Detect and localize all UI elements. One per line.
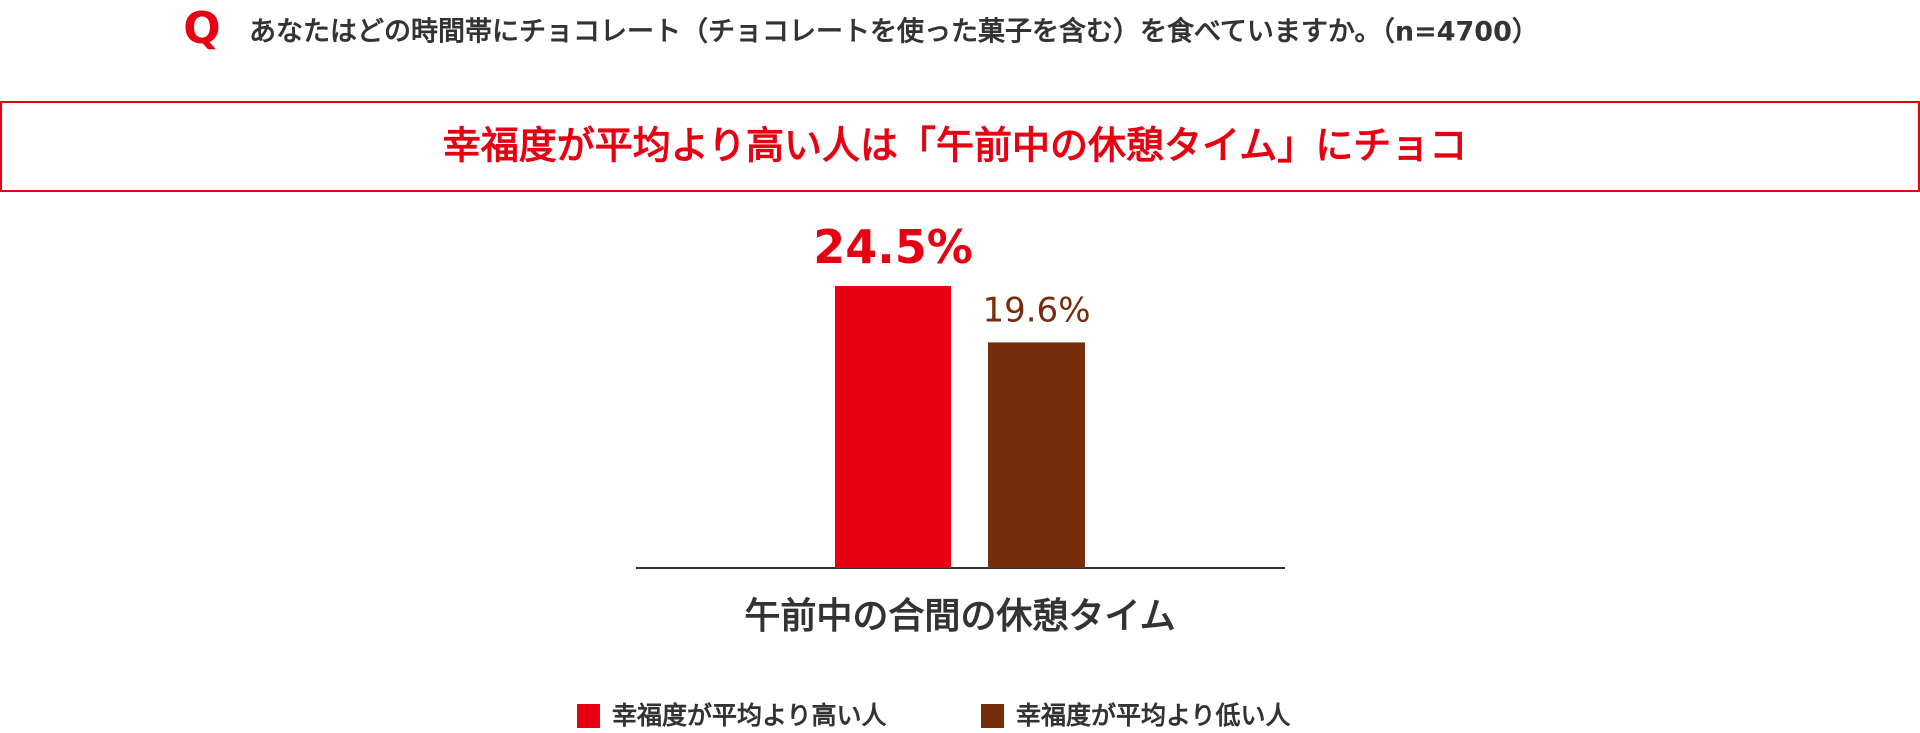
headline-box: [0, 101, 1920, 192]
legend-label: 幸福度が平均より低い人: [1016, 701, 1291, 730]
x-tick-label: 午前中の合間の休憩タイム: [744, 596, 1175, 637]
value-label: 24.5%: [813, 220, 973, 274]
legend-swatch: [577, 704, 600, 728]
legend-label: 幸福度が平均より高い人: [612, 701, 887, 730]
bar: [835, 286, 951, 568]
bar: [988, 342, 1085, 568]
question: あなたはどの時間帯にチョコレート（チョコレートを使った菓子を含む）を食べています…: [249, 16, 1539, 48]
question-mark: Q: [183, 3, 220, 54]
value-label: 19.6%: [982, 290, 1090, 330]
headline: 幸福度が平均より高い人は「午前中の休憩タイム」にチョコ: [443, 124, 1467, 168]
legend-swatch: [981, 704, 1004, 728]
